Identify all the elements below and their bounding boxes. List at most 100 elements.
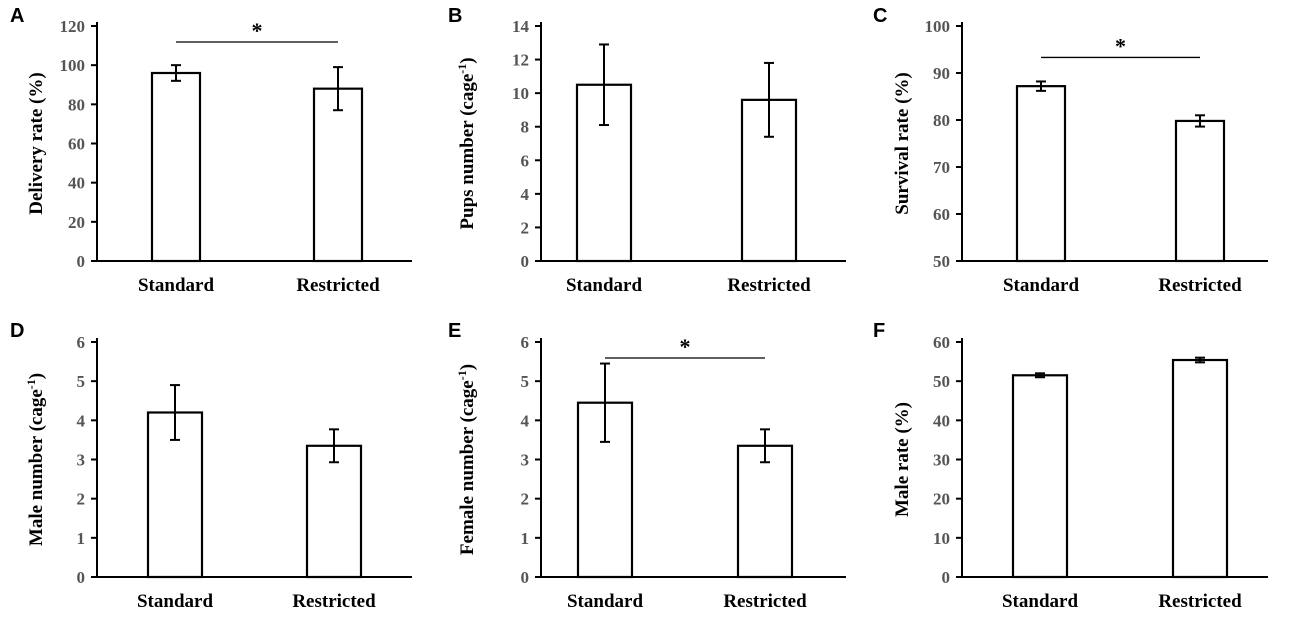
bar-restricted: [305, 444, 363, 579]
significance-star: *: [680, 334, 691, 359]
y-tick-label: 40: [933, 411, 950, 430]
bar-restricted: [1171, 358, 1229, 579]
y-tick-label: 5: [521, 372, 530, 391]
y-tick-label: 80: [68, 95, 85, 114]
panel-b: B 0 2 4 6 8 10 12 14 Pups number (cage-1) Standard…: [448, 5, 846, 296]
y-tick-label: 0: [77, 568, 86, 587]
y-axis-title: Pups number (cage-1): [455, 57, 478, 229]
y-axis-title: Survival rate (%): [892, 72, 913, 214]
error-bar-standard: [170, 384, 180, 441]
error-bar-restricted: [1195, 356, 1205, 364]
category-label-restricted: Restricted: [1158, 275, 1242, 296]
bar-restricted: [736, 444, 794, 579]
y-tick-label: 20: [933, 490, 950, 509]
error-bar-restricted: [1195, 114, 1205, 128]
y-tick-label: 1: [77, 529, 86, 548]
y-tick-label: 120: [60, 17, 86, 36]
category-label-standard: Standard: [567, 591, 643, 612]
error-bar-standard: [1036, 80, 1046, 92]
y-axis-title-text: Pups number (cage: [457, 74, 478, 230]
error-bar-standard: [171, 64, 181, 82]
panel-e: E 0 1 2 3 4 5 6 Female number (cage-1) Standard Re…: [448, 320, 846, 612]
y-tick-label: 100: [60, 56, 86, 75]
y-tick-label: 50: [933, 372, 950, 391]
y-axis-title-text: Survival rate (%): [892, 72, 913, 214]
category-label-standard: Standard: [1003, 275, 1079, 296]
y-tick-label: 0: [521, 252, 530, 271]
panel-letter: B: [448, 5, 462, 27]
panel-letter: D: [10, 320, 24, 342]
bar-standard: [1011, 374, 1069, 579]
category-label-restricted: Restricted: [723, 591, 807, 612]
bar-restricted: [1174, 119, 1226, 263]
y-axis-title: Delivery rate (%): [26, 72, 47, 214]
y-axis-title: Female number (cage-1): [455, 364, 478, 555]
bar-restricted: [312, 87, 364, 263]
y-axis-title: Male number (cage-1): [24, 373, 47, 546]
y-tick-label: 5: [77, 372, 86, 391]
y-tick-label: 0: [942, 568, 951, 587]
y-tick-label: 4: [77, 411, 86, 430]
y-axis-title-close: ): [26, 373, 47, 379]
y-tick-label: 0: [77, 252, 86, 271]
y-tick-label: 4: [521, 411, 530, 430]
y-tick-label: 60: [68, 135, 85, 154]
category-label-restricted: Restricted: [727, 275, 811, 296]
error-bar-standard: [1035, 372, 1045, 379]
y-tick-label: 1: [521, 529, 530, 548]
y-tick-label: 2: [77, 490, 86, 509]
y-axis-title-close: ): [457, 364, 478, 370]
y-axis-title-superscript: -1: [455, 370, 469, 380]
y-tick-label: 90: [933, 64, 950, 83]
y-tick-label: 10: [512, 84, 529, 103]
significance-star: *: [1115, 33, 1126, 58]
y-tick-label: 14: [512, 17, 530, 36]
y-axis-title-close: ): [457, 57, 478, 63]
category-label-standard: Standard: [138, 275, 214, 296]
y-tick-label: 8: [521, 118, 530, 137]
y-axis-title-text: Female number (cage: [457, 380, 478, 555]
category-label-standard: Standard: [566, 275, 642, 296]
panel-letter: A: [10, 5, 24, 27]
y-tick-label: 20: [68, 213, 85, 232]
y-tick-label: 70: [933, 158, 950, 177]
y-axis-title-superscript: -1: [455, 64, 469, 74]
y-tick-label: 50: [933, 252, 950, 271]
y-tick-label: 6: [521, 333, 530, 352]
category-label-restricted: Restricted: [1158, 591, 1242, 612]
y-tick-label: 6: [521, 151, 530, 170]
bar-standard: [150, 71, 202, 263]
significance-star: *: [252, 18, 263, 43]
y-tick-label: 60: [933, 333, 950, 352]
y-tick-label: 6: [77, 333, 86, 352]
category-label-standard: Standard: [137, 591, 213, 612]
error-bar-restricted: [764, 61, 774, 138]
y-axis-title-text: Male number (cage: [26, 389, 47, 546]
y-tick-label: 0: [521, 568, 530, 587]
y-tick-label: 30: [933, 451, 950, 470]
panel-letter: E: [448, 320, 461, 342]
panel-letter: F: [873, 320, 885, 342]
y-tick-label: 2: [521, 490, 530, 509]
y-tick-label: 12: [512, 51, 529, 70]
error-bar-restricted: [760, 428, 770, 464]
error-bar-restricted: [333, 66, 343, 112]
y-tick-label: 80: [933, 111, 950, 130]
y-tick-label: 3: [77, 451, 86, 470]
y-tick-label: 40: [68, 174, 85, 193]
panel-letter: C: [873, 5, 887, 27]
y-tick-label: 2: [521, 218, 530, 237]
y-axis-title-text: Delivery rate (%): [26, 72, 47, 214]
error-bar-standard: [600, 362, 610, 443]
y-axis-title-text: Male rate (%): [892, 402, 913, 517]
y-tick-label: 100: [925, 17, 951, 36]
panel-d: D 0 1 2 3 4 5 6 Male number (cage-1) Standard Rest…: [10, 320, 412, 612]
y-tick-label: 3: [521, 451, 530, 470]
category-label-restricted: Restricted: [292, 591, 376, 612]
panel-a: A 0 20 40 60 80 100 120 Delivery rate (%) Standar…: [10, 5, 412, 296]
panel-f: F 0 10 20 30 40 50 60 Male rate (%) Standard Restr…: [873, 320, 1268, 612]
error-bar-standard: [599, 43, 609, 127]
category-label-standard: Standard: [1002, 591, 1078, 612]
y-axis-title: Male rate (%): [892, 402, 913, 517]
